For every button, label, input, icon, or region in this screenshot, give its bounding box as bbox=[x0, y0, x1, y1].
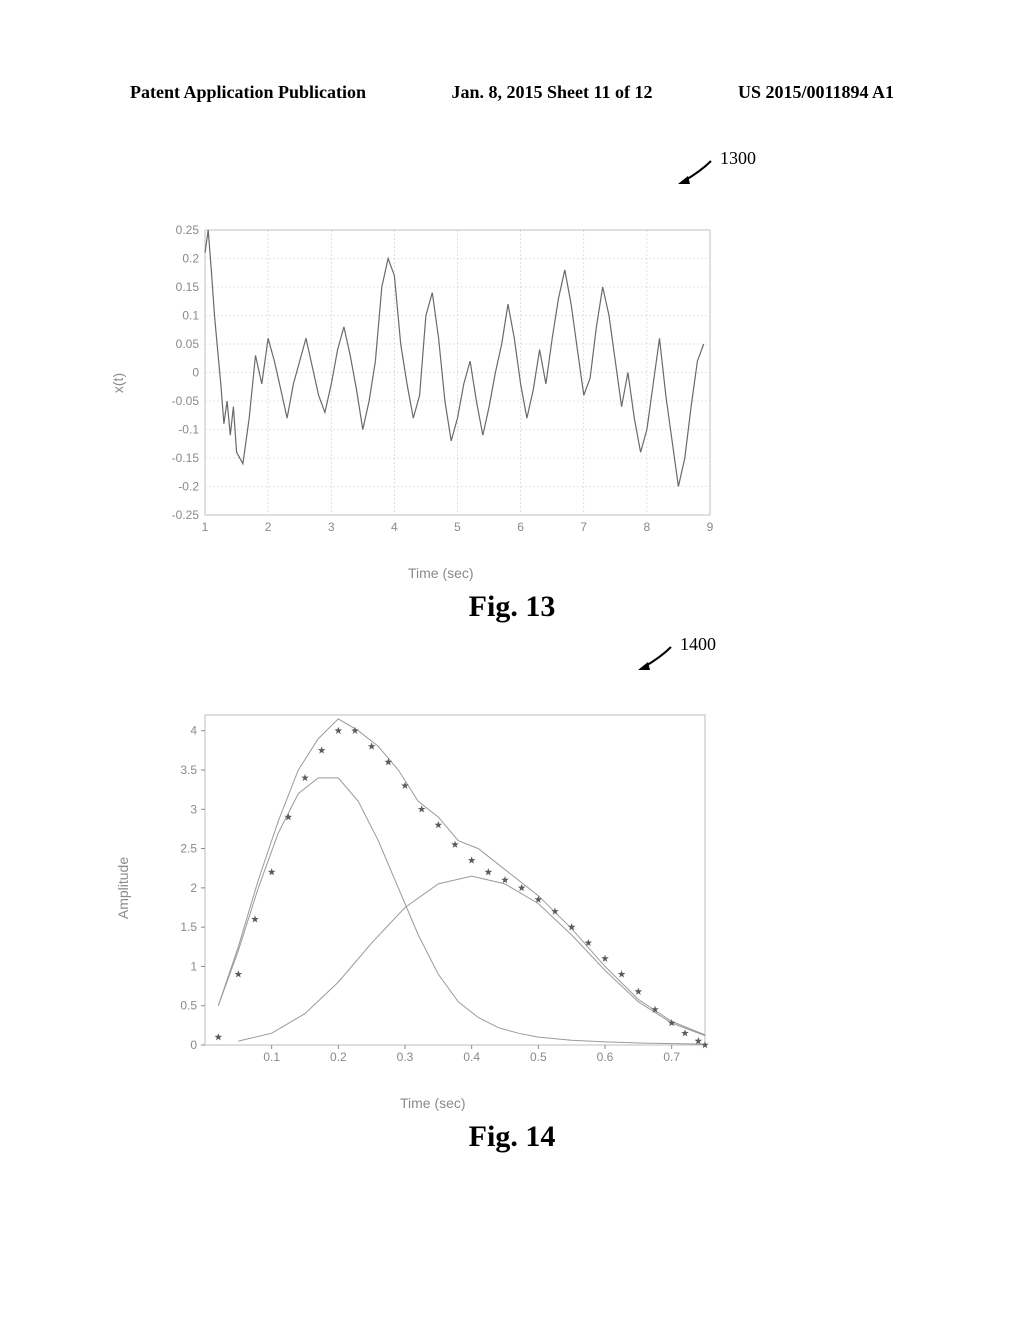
ref-arrow-1400 bbox=[636, 642, 676, 672]
svg-text:0: 0 bbox=[190, 1038, 197, 1052]
fig13-xlabel: Time (sec) bbox=[408, 565, 474, 581]
svg-text:0.2: 0.2 bbox=[182, 252, 199, 266]
svg-text:0.15: 0.15 bbox=[176, 280, 200, 294]
ref-number-1400: 1400 bbox=[680, 634, 716, 655]
svg-text:0.05: 0.05 bbox=[176, 337, 200, 351]
svg-text:9: 9 bbox=[707, 520, 714, 534]
svg-text:-0.2: -0.2 bbox=[178, 480, 199, 494]
svg-text:0.1: 0.1 bbox=[263, 1050, 280, 1064]
fig14-caption: Fig. 14 bbox=[0, 1120, 1024, 1154]
svg-text:0.4: 0.4 bbox=[463, 1050, 480, 1064]
page-header: Patent Application Publication Jan. 8, 2… bbox=[0, 82, 1024, 103]
header-left: Patent Application Publication bbox=[130, 82, 366, 103]
svg-text:0.25: 0.25 bbox=[176, 223, 200, 237]
svg-text:7: 7 bbox=[580, 520, 587, 534]
svg-text:2: 2 bbox=[190, 881, 197, 895]
svg-text:0.6: 0.6 bbox=[597, 1050, 614, 1064]
ref-arrow-1300 bbox=[676, 156, 716, 186]
svg-text:0.5: 0.5 bbox=[180, 999, 197, 1013]
svg-text:0.7: 0.7 bbox=[663, 1050, 680, 1064]
svg-text:0.3: 0.3 bbox=[397, 1050, 414, 1064]
svg-text:0.2: 0.2 bbox=[330, 1050, 347, 1064]
svg-text:0.1: 0.1 bbox=[182, 309, 199, 323]
fig14-ylabel: Amplitude bbox=[115, 857, 131, 919]
svg-text:1.5: 1.5 bbox=[180, 920, 197, 934]
fig13-ylabel: x(t) bbox=[110, 373, 126, 393]
fig13-caption: Fig. 13 bbox=[0, 590, 1024, 624]
fig14-chart: 0.1 0.2 0.3 0.4 0.5 0.6 0.7 0 0.5 1 1.5 2 2.5 3 3.5 4 bbox=[150, 700, 720, 1080]
svg-text:1: 1 bbox=[190, 959, 197, 973]
svg-text:2.5: 2.5 bbox=[180, 842, 197, 856]
svg-text:3: 3 bbox=[328, 520, 335, 534]
svg-text:0: 0 bbox=[192, 366, 199, 380]
svg-text:4: 4 bbox=[391, 520, 398, 534]
fig13-chart: 1 2 3 4 5 6 7 8 9 -0.25 -0.2 -0.15 -0.1 -0.05 0 0.05 0.1… bbox=[150, 220, 720, 550]
svg-text:-0.25: -0.25 bbox=[172, 508, 200, 522]
svg-text:-0.1: -0.1 bbox=[178, 423, 199, 437]
header-center: Jan. 8, 2015 Sheet 11 of 12 bbox=[451, 82, 652, 103]
svg-text:3: 3 bbox=[190, 802, 197, 816]
svg-text:6: 6 bbox=[517, 520, 524, 534]
svg-text:5: 5 bbox=[454, 520, 461, 534]
fig14-xlabel: Time (sec) bbox=[400, 1095, 466, 1111]
header-right: US 2015/0011894 A1 bbox=[738, 82, 894, 103]
svg-text:2: 2 bbox=[265, 520, 272, 534]
svg-text:-0.05: -0.05 bbox=[172, 394, 200, 408]
svg-text:4: 4 bbox=[190, 724, 197, 738]
svg-text:1: 1 bbox=[202, 520, 209, 534]
svg-text:-0.15: -0.15 bbox=[172, 451, 200, 465]
ref-number-1300: 1300 bbox=[720, 148, 756, 169]
svg-text:0.5: 0.5 bbox=[530, 1050, 547, 1064]
svg-text:8: 8 bbox=[644, 520, 651, 534]
svg-text:3.5: 3.5 bbox=[180, 763, 197, 777]
